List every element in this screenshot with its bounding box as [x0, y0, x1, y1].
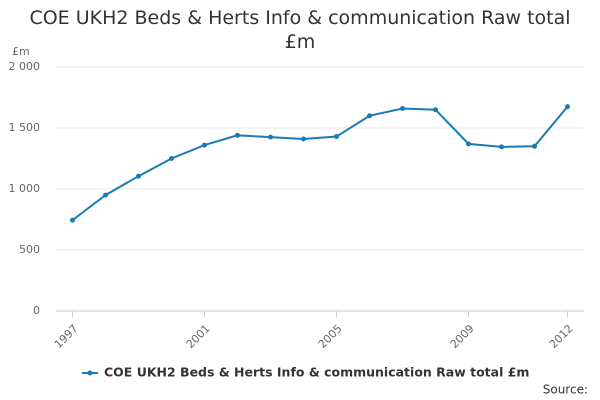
y-tick-label: 0	[33, 304, 40, 317]
data-point	[136, 173, 141, 179]
x-tick-label: 2012	[547, 322, 576, 351]
x-tick-label: 2001	[184, 322, 213, 351]
y-tick-label: 2 000	[9, 60, 41, 73]
y-tick-label: 1 000	[9, 182, 41, 195]
data-point	[202, 142, 207, 148]
data-point	[103, 192, 108, 198]
x-tick-label: 2009	[448, 322, 477, 351]
legend-marker	[87, 370, 93, 376]
data-point	[466, 141, 471, 147]
data-point	[235, 132, 240, 138]
y-axis-unit: £m	[12, 45, 30, 58]
data-point	[367, 113, 372, 119]
data-point	[334, 134, 339, 140]
source: Source:	[543, 383, 588, 397]
data-point	[268, 134, 273, 140]
chart-title: COE UKH2 Beds & Herts Info & communicati…	[29, 7, 571, 53]
data-point	[70, 217, 75, 223]
y-tick-label: 1 500	[9, 121, 41, 134]
data-point	[400, 105, 405, 111]
data-point	[433, 107, 438, 113]
legend-label: COE UKH2 Beds & Herts Info & communicati…	[104, 365, 529, 380]
series-line	[71, 106, 569, 221]
x-tick-label: 1997	[52, 322, 81, 351]
x-tick-label: 2005	[316, 322, 345, 351]
y-tick-label: 500	[19, 243, 40, 256]
data-point	[565, 104, 570, 110]
data-point	[499, 144, 504, 150]
data-point	[169, 156, 174, 161]
data-point	[532, 143, 537, 149]
data-point	[301, 136, 306, 142]
